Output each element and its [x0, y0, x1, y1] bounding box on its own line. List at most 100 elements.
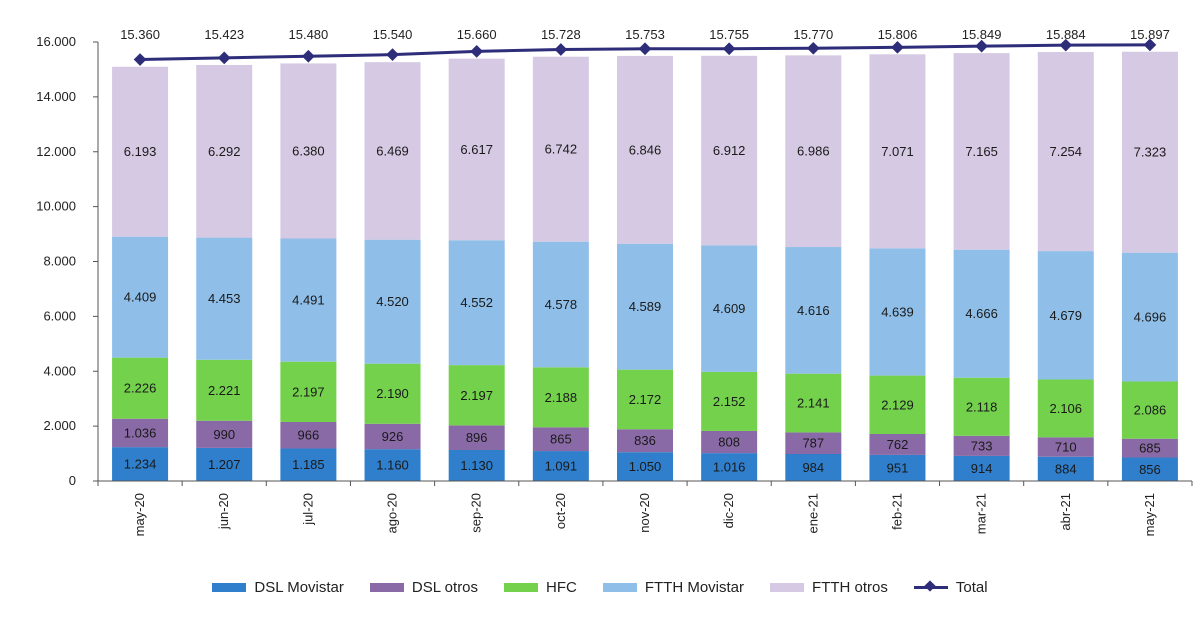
data-label: 966	[298, 428, 320, 443]
data-label: 2.197	[292, 384, 325, 399]
total-label: 15.753	[625, 27, 665, 42]
total-label: 15.897	[1130, 27, 1170, 42]
data-label: 4.520	[376, 294, 409, 309]
bar-segment-hfc	[869, 375, 926, 434]
bar-segment-hfc	[701, 371, 758, 431]
bar-segment-ftth-otros	[869, 54, 926, 249]
bar-segment-ftth-movistar	[1037, 251, 1094, 380]
data-label: 2.190	[376, 386, 409, 401]
total-marker	[891, 40, 904, 54]
data-label: 7.254	[1049, 144, 1082, 159]
bar-segment-ftth-movistar	[196, 237, 253, 360]
x-tick-label: nov-20	[637, 493, 652, 533]
bar-segment-hfc	[1121, 381, 1178, 439]
total-marker	[217, 51, 231, 65]
total-marker	[554, 43, 568, 56]
bar-segment-dsl-otros	[953, 435, 1010, 456]
data-label: 2.226	[124, 381, 157, 396]
total-label: 15.806	[878, 27, 918, 42]
legend-swatch-hfc	[504, 582, 539, 592]
x-axis: may-20 jun-20 jul-20 ago-20 sep-20 oct-20 nov-…	[97, 480, 1193, 536]
total-label: 15.540	[373, 27, 413, 42]
data-label: 4.453	[208, 291, 241, 306]
data-label: 2.086	[1134, 403, 1167, 418]
x-tick-label: ago-20	[385, 493, 400, 533]
y-tick-label: 12.000	[36, 144, 76, 159]
total-label: 15.849	[962, 27, 1002, 42]
bar-segment-ftth-otros	[953, 53, 1010, 250]
total-label: 15.770	[793, 27, 833, 42]
legend-label-total: Total	[955, 578, 988, 596]
data-label: 1.185	[292, 457, 325, 472]
total-label: 15.360	[120, 27, 160, 42]
data-label: 6.380	[292, 143, 325, 158]
bar-segment-dsl-otros	[448, 425, 505, 450]
bar-segment-dsl-otros	[701, 430, 758, 454]
bar-segment-ftth-movistar	[280, 238, 337, 362]
total-label: 15.480	[289, 27, 329, 42]
bar-segment-dsl-movistar	[1121, 457, 1178, 481]
total-label: 15.755	[709, 27, 749, 42]
bar-segment-hfc	[196, 359, 253, 421]
data-label: 7.071	[881, 144, 914, 159]
bar-segment-ftth-otros	[448, 58, 505, 241]
total-marker	[806, 41, 820, 55]
bar-segment-dsl-otros	[1037, 437, 1094, 457]
x-tick-label: feb-21	[889, 493, 904, 530]
data-label: 2.197	[460, 388, 493, 403]
data-label: 6.469	[376, 143, 409, 158]
bar-segment-dsl-movistar	[448, 449, 505, 481]
y-tick-label: 8.000	[43, 254, 76, 269]
legend-item-ftth-otros: FTTH otros	[770, 579, 888, 596]
y-tick-label: 2.000	[43, 418, 76, 433]
total-label: 15.660	[457, 27, 497, 42]
bar-segment-hfc	[1037, 379, 1094, 438]
bar-segment-ftth-otros	[112, 66, 169, 237]
bar-segment-ftth-movistar	[953, 249, 1010, 378]
bar-segment-hfc	[617, 369, 673, 430]
x-tick-label: jun-20	[216, 493, 231, 530]
total-marker	[386, 48, 399, 61]
data-label: 4.552	[460, 295, 493, 310]
bar-segment-dsl-movistar	[785, 454, 842, 481]
data-label: 6.846	[629, 142, 662, 157]
legend: DSL Movistar DSL otros HFC FTTH Movistar…	[0, 574, 1200, 600]
bar-segment-ftth-movistar	[448, 240, 505, 366]
total-label: 15.728	[541, 27, 581, 42]
data-label: 4.409	[124, 290, 157, 305]
data-label: 990	[213, 427, 235, 442]
data-label: 4.679	[1049, 308, 1082, 323]
legend-item-total: Total	[913, 578, 988, 596]
total-label: 15.884	[1046, 27, 1086, 42]
y-tick-label: 10.000	[36, 199, 76, 214]
bar-segment-ftth-otros	[364, 62, 421, 240]
bar-segment-hfc	[532, 367, 589, 428]
legend-swatch-dsl-movistar	[212, 582, 247, 592]
bar-segment-ftth-otros	[196, 64, 253, 238]
data-label: 7.323	[1134, 145, 1167, 160]
x-tick-label: may-21	[1142, 493, 1157, 536]
data-label: 6.986	[797, 144, 830, 159]
data-label: 2.106	[1049, 401, 1082, 416]
data-label: 896	[466, 430, 488, 445]
legend-label-hfc: HFC	[546, 578, 577, 596]
bar-segment-dsl-otros	[617, 429, 673, 453]
data-label: 1.091	[545, 459, 578, 474]
bar-segment-dsl-movistar	[869, 454, 926, 481]
data-label: 685	[1139, 441, 1161, 456]
bar-segment-dsl-movistar	[701, 453, 758, 481]
y-tick-label: 4.000	[43, 363, 76, 378]
y-tick-label: 14.000	[36, 89, 76, 104]
legend-swatch-ftth-otros	[770, 582, 805, 592]
total-marker	[722, 42, 736, 56]
data-label: 762	[887, 437, 909, 452]
data-label: 1.050	[629, 459, 662, 474]
bar-segment-hfc	[112, 357, 169, 419]
legend-label-dsl-otros: DSL otros	[411, 578, 479, 596]
data-label: 4.589	[629, 299, 662, 314]
bar-segment-dsl-otros	[196, 420, 253, 448]
legend-label-dsl-movistar: DSL Movistar	[254, 578, 344, 596]
bar-segment-ftth-otros	[617, 55, 673, 244]
x-tick-label: oct-20	[553, 493, 568, 529]
